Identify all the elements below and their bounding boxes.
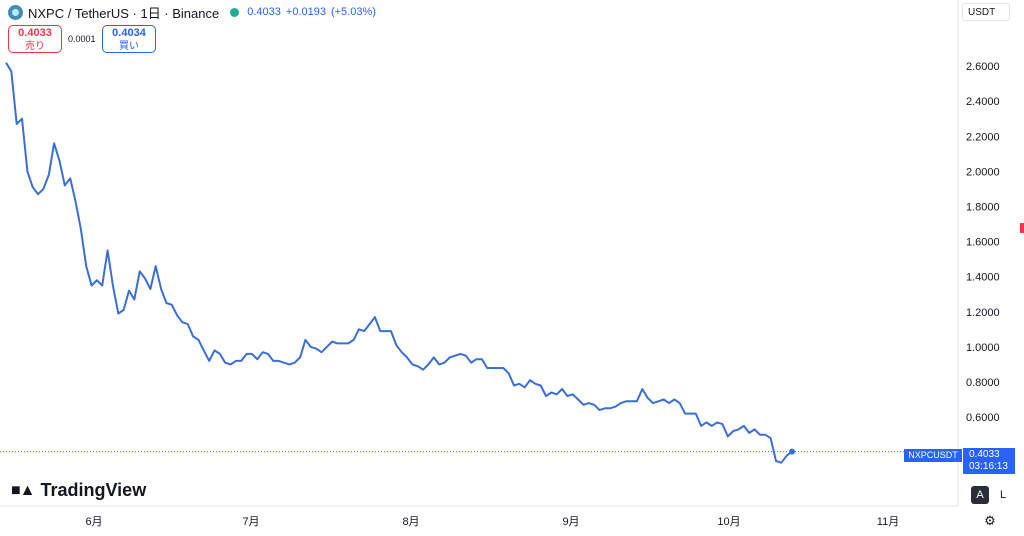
symbol-price-tag: NXPCUSDT (904, 449, 962, 462)
spread-value: 0.0001 (68, 34, 96, 44)
header-price: 0.4033 (247, 6, 281, 18)
symbol-header: NXPC / TetherUS · 1日 · Binance 0.4033 +0… (8, 3, 381, 21)
buy-label: 買い (119, 41, 139, 52)
buy-price: 0.4034 (112, 27, 146, 39)
x-tick-label: 11月 (877, 516, 899, 528)
x-tick-label: 7月 (242, 516, 259, 528)
tradingview-mark-icon: ■▲ (11, 481, 35, 499)
y-tick-label: 2.4000 (966, 96, 1000, 108)
brand-name: TradingView (40, 480, 147, 500)
nxpc-logo-icon (8, 4, 23, 20)
last-point-dot (789, 448, 795, 455)
bar-countdown: 03:16:13 (969, 461, 1008, 472)
y-tick-label: 0.6000 (966, 412, 1000, 424)
series-line (5, 62, 793, 464)
tradingview-logo[interactable]: ■▲ TradingView (11, 480, 146, 501)
x-tick-label: 8月 (402, 516, 419, 528)
edge-marker (1020, 223, 1024, 233)
market-open-icon (230, 7, 240, 17)
y-tick-label: 1.2000 (966, 307, 1000, 319)
last-price-label: 0.4033 03:16:13 (963, 448, 1015, 474)
sell-label: 売り (25, 41, 45, 52)
settings-gear-icon[interactable]: ⚙ (984, 513, 996, 528)
log-scale-button[interactable]: L (999, 489, 1007, 501)
x-tick-label: 6月 (85, 516, 102, 528)
sell-price: 0.4033 (18, 27, 52, 39)
sell-button[interactable]: 0.4033 売り (8, 25, 62, 53)
y-tick-label: 2.2000 (966, 131, 1000, 143)
y-tick-label: 0.8000 (966, 377, 1000, 389)
symbol-title[interactable]: NXPC / TetherUS · 1日 · Binance (28, 5, 220, 21)
x-tick-label: 9月 (562, 516, 579, 528)
last-price-value: 0.4033 (969, 449, 1000, 460)
y-tick-label: 2.6000 (966, 61, 1000, 73)
currency-unit-button[interactable]: USDT (962, 3, 1010, 21)
y-tick-label: 1.4000 (966, 272, 1000, 284)
header-change: +0.0193 (285, 6, 326, 18)
x-tick-label: 10月 (717, 516, 740, 528)
y-tick-label: 2.0000 (966, 166, 1000, 178)
auto-scale-button[interactable]: A (971, 486, 989, 504)
y-tick-label: 1.8000 (966, 201, 1000, 213)
y-tick-label: 1.6000 (966, 237, 1000, 249)
y-tick-label: 1.0000 (966, 342, 1000, 354)
buy-button[interactable]: 0.4034 買い (102, 25, 156, 53)
header-change-pct: (+5.03%) (330, 6, 376, 18)
